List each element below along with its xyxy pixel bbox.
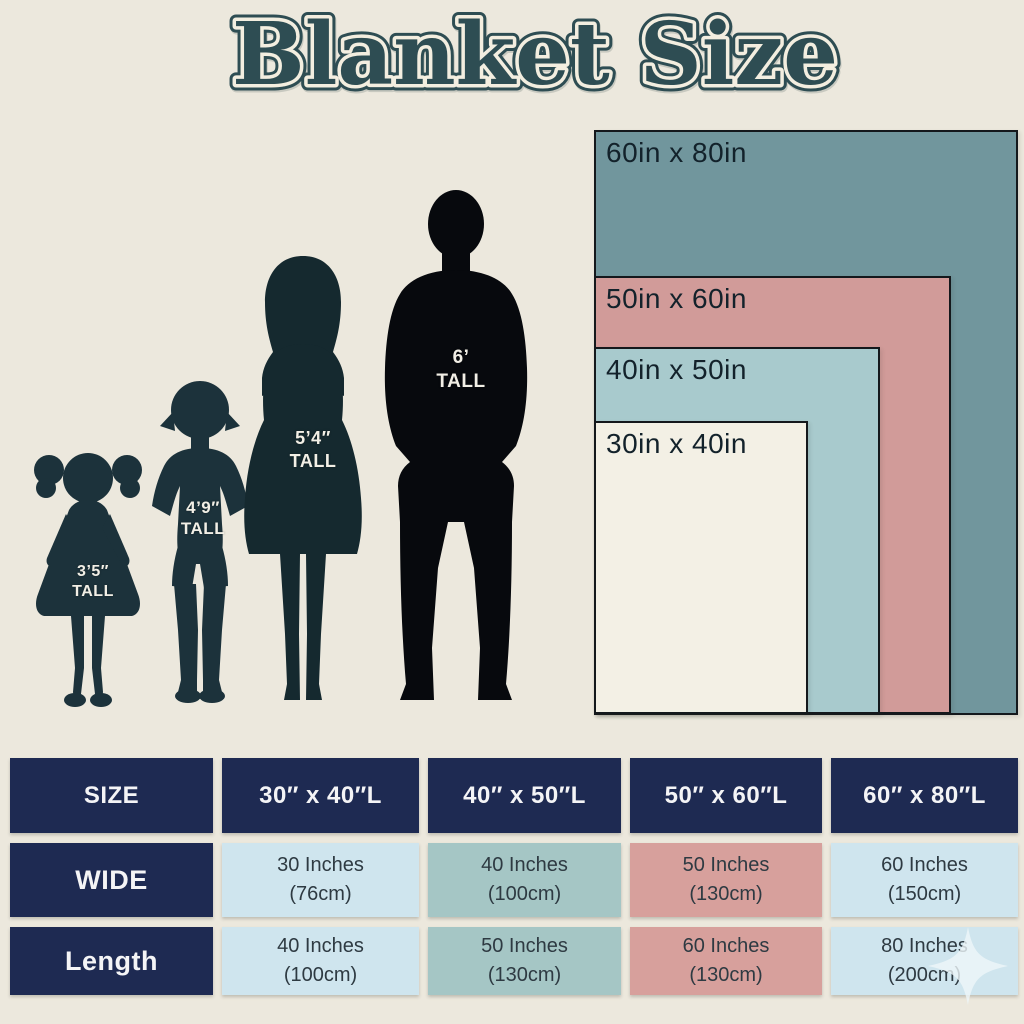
boy-silhouette (152, 381, 248, 703)
height-value: 5’4″ (295, 428, 331, 448)
cell-cm: (130cm) (689, 883, 763, 905)
page-title-outline: Blanket Size (232, 4, 838, 105)
table-header-30x40: 30″ x 40″L (222, 758, 419, 833)
cell-inches: 40 Inches (277, 935, 364, 957)
blanket-rect-label: 50in x 60in (606, 283, 747, 314)
blanket-rect-30x40: 30in x 40in (594, 421, 808, 714)
cell-cm: (130cm) (689, 964, 763, 986)
blanket-rect-label: 60in x 80in (606, 137, 747, 168)
table-cell: 40 Inches (100cm) (222, 927, 419, 995)
cell-inches: 30 Inches (277, 854, 364, 876)
page-title-text: Blanket Size (232, 4, 838, 105)
height-value: 3’5″ (77, 563, 109, 580)
man-silhouette (384, 190, 528, 700)
height-tall-text: TALL (436, 370, 486, 392)
boy-height-label: 4’9″ TALL (153, 497, 253, 540)
table-header-50x60: 50″ x 60″L (630, 758, 822, 833)
woman-silhouette (244, 256, 362, 700)
cell-cm: (130cm) (487, 964, 562, 986)
page-title-inline: Blanket Size (232, 4, 838, 105)
table-cell: 50 Inches (130cm) (428, 927, 621, 995)
table-header-size: SIZE (10, 758, 213, 833)
table-cell: 60 Inches (130cm) (630, 927, 822, 995)
sparkle-icon (928, 927, 1008, 1005)
height-tall-text: TALL (289, 450, 337, 471)
table-row-label-wide: WIDE (10, 843, 213, 917)
cell-inches: 60 Inches (682, 935, 770, 957)
girl-height-label: 3’5″ TALL (43, 562, 143, 602)
height-value: 4’9″ (186, 498, 220, 517)
page-title: Blanket Size Blanket Size Blanket Size (226, 0, 845, 110)
blanket-rect-label: 30in x 40in (606, 428, 747, 459)
blanket-rect-label: 40in x 50in (606, 354, 747, 385)
cell-inches: 80 Inches (881, 935, 968, 957)
table-cell: 60 Inches (150cm) (831, 843, 1018, 917)
cell-cm: (100cm) (283, 964, 358, 986)
cell-inches: 50 Inches (481, 935, 568, 957)
cell-cm: (150cm) (887, 883, 962, 905)
height-value: 6’ (452, 347, 470, 368)
table-header-60x80: 60″ x 80″L (831, 758, 1018, 833)
cell-cm: (76cm) (289, 883, 352, 905)
height-tall-text: TALL (72, 583, 114, 600)
height-tall-text: TALL (180, 519, 226, 539)
table-cell: 40 Inches (100cm) (428, 843, 621, 917)
cell-cm: (100cm) (487, 883, 562, 905)
table-header-40x50: 40″ x 50″L (428, 758, 621, 833)
table-cell: 50 Inches (130cm) (630, 843, 822, 917)
size-table: SIZE 30″ x 40″L 40″ x 50″L 50″ x 60″L 60… (10, 758, 1018, 995)
man-height-label: 6’ TALL (411, 346, 511, 394)
cell-inches: 50 Inches (682, 854, 770, 876)
woman-height-label: 5’4″ TALL (263, 427, 363, 472)
girl-silhouette (34, 453, 142, 707)
table-cell: 30 Inches (76cm) (222, 843, 419, 917)
cell-inches: 40 Inches (481, 854, 568, 876)
cell-inches: 60 Inches (881, 854, 968, 876)
table-row-label-length: Length (10, 927, 213, 995)
